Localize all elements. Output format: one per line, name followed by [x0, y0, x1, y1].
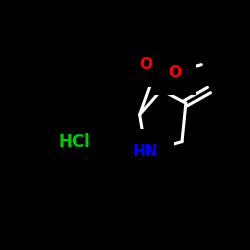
- Text: O: O: [139, 57, 152, 72]
- Text: HCl: HCl: [58, 133, 90, 151]
- Text: O: O: [168, 65, 181, 80]
- Text: HN: HN: [133, 144, 158, 159]
